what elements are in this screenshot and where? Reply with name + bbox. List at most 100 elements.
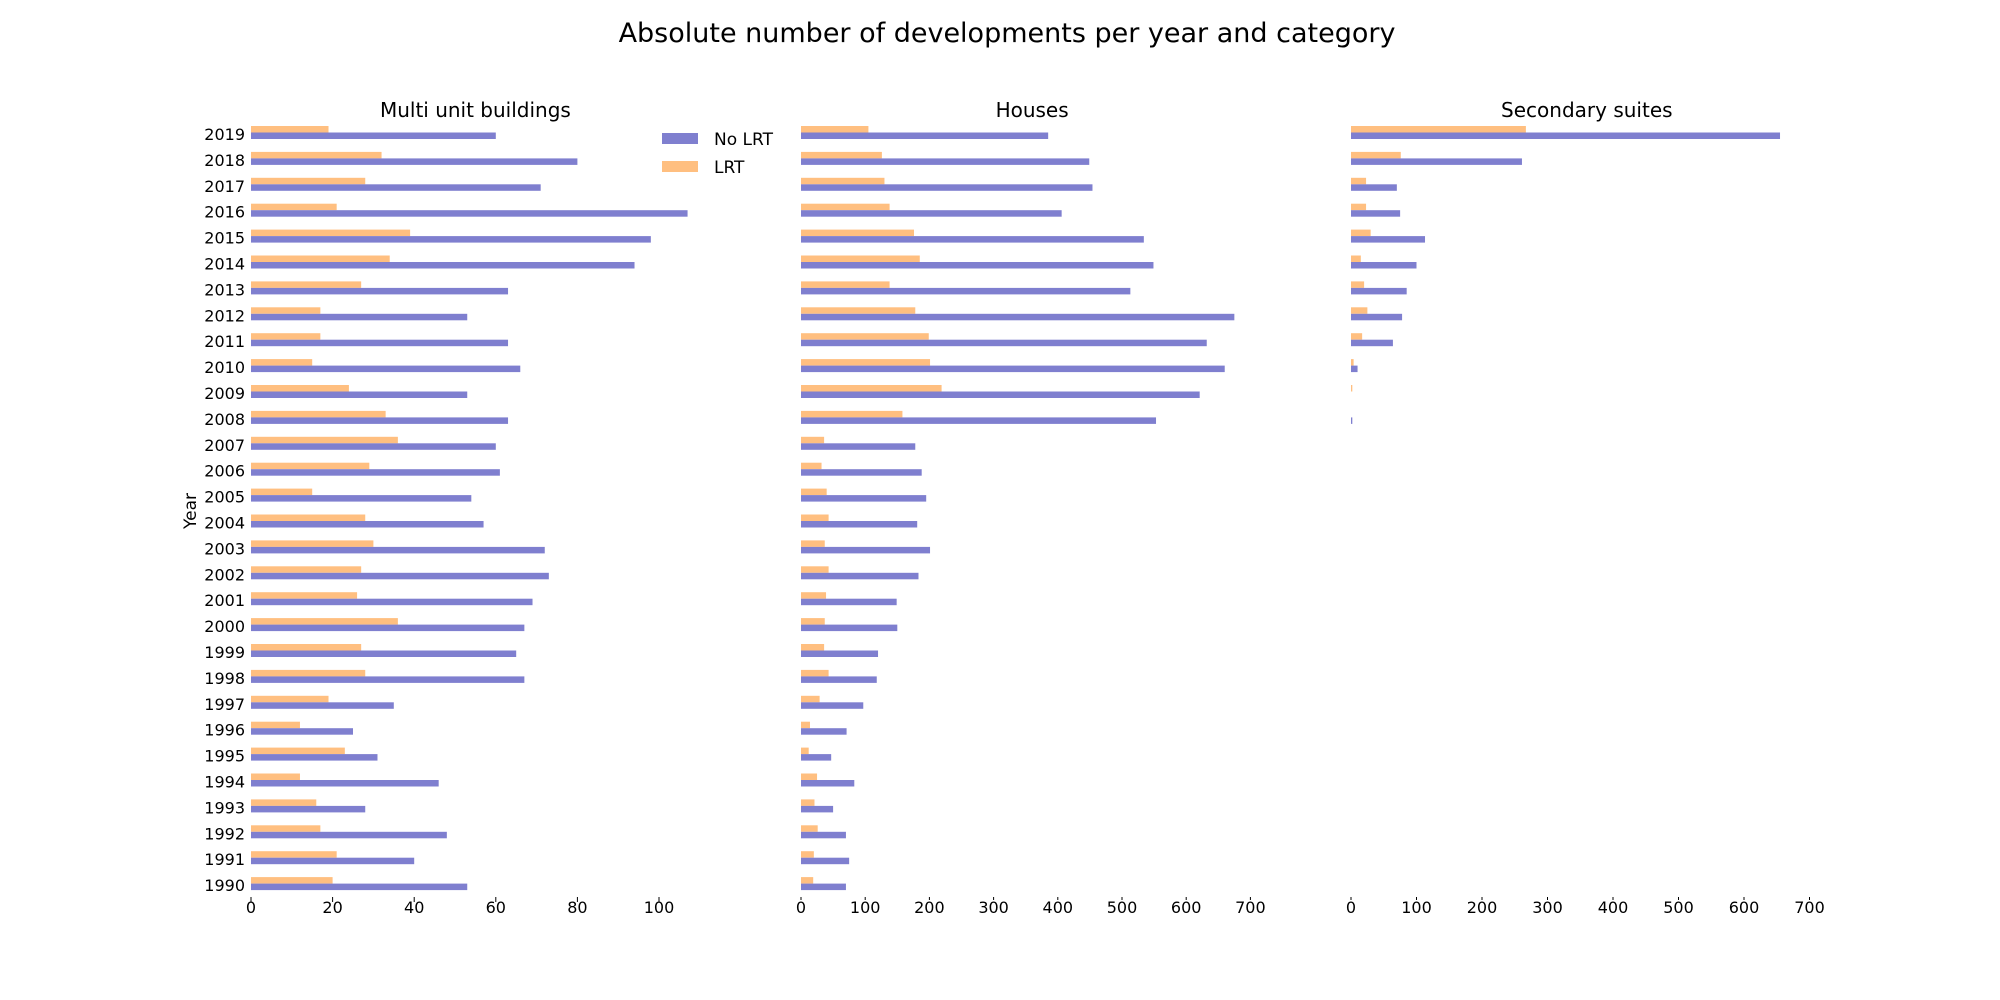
y-tick-label: 1992: [204, 824, 245, 843]
bar-no-lrt: [251, 728, 353, 735]
bar-lrt: [801, 385, 942, 392]
bar-no-lrt: [251, 754, 378, 761]
bar-no-lrt: [251, 676, 525, 683]
bar-lrt: [801, 462, 822, 470]
bar-lrt: [801, 203, 890, 211]
bar-lrt: [801, 644, 825, 651]
bar-no-lrt: [1351, 313, 1403, 321]
y-tick-label: 2016: [204, 203, 245, 222]
bar-lrt: [251, 721, 300, 729]
bar-lrt: [251, 799, 317, 806]
bar-lrt: [251, 488, 313, 496]
bar-lrt: [251, 436, 398, 444]
y-tick-label: 2002: [204, 565, 245, 584]
bar-lrt: [251, 229, 411, 237]
bar-lrt: [251, 255, 390, 262]
bar-lrt: [1351, 281, 1365, 288]
y-tick-label: 1993: [204, 798, 245, 817]
y-tick-label: 2009: [204, 384, 245, 403]
panel-title-multi-unit-buildings: Multi unit buildings: [380, 98, 571, 122]
bar-no-lrt: [251, 443, 496, 450]
bar-no-lrt: [801, 883, 846, 891]
y-tick-label: 1999: [204, 643, 245, 662]
bar-lrt: [251, 540, 374, 547]
bar-no-lrt: [1351, 339, 1393, 347]
bar-lrt: [801, 229, 914, 237]
bar-lrt: [801, 721, 810, 729]
bar-no-lrt: [251, 546, 545, 554]
x-tick-label: 700: [1235, 898, 1266, 917]
bar-no-lrt: [801, 598, 897, 606]
bar-no-lrt: [801, 805, 834, 813]
bar-no-lrt: [801, 624, 898, 632]
legend: No LRT LRT: [662, 130, 774, 178]
bar-no-lrt: [801, 546, 931, 554]
bar-no-lrt: [251, 572, 549, 580]
bar-lrt: [801, 151, 882, 159]
bar-no-lrt: [801, 469, 922, 476]
legend-label-no-lrt: No LRT: [714, 130, 774, 150]
x-tick-label: 80: [567, 898, 587, 917]
bar-no-lrt: [251, 391, 468, 398]
bar-lrt: [801, 825, 818, 832]
bar-no-lrt: [801, 754, 832, 761]
bar-lrt: [801, 307, 916, 314]
x-tick-label: 20: [322, 898, 342, 917]
bar-no-lrt: [251, 883, 468, 891]
bar-lrt: [801, 851, 814, 858]
y-tick-label: 2017: [204, 177, 245, 196]
y-tick-label: 2013: [204, 280, 245, 299]
x-tick-label: 300: [978, 898, 1009, 917]
bar-no-lrt: [801, 132, 1049, 139]
y-tick-label: 1997: [204, 695, 245, 714]
bar-lrt: [251, 126, 329, 133]
bar-lrt: [251, 385, 349, 392]
bar-no-lrt: [1351, 132, 1781, 139]
bar-no-lrt: [251, 184, 541, 191]
bar-no-lrt: [801, 831, 846, 839]
y-tick-label: 2004: [204, 514, 245, 533]
bar-no-lrt: [251, 417, 509, 424]
x-tick-label: 400: [1598, 898, 1629, 917]
bar-lrt: [801, 126, 869, 133]
y-tick-label: 2003: [204, 539, 245, 558]
bar-no-lrt: [801, 184, 1093, 191]
bar-lrt: [801, 747, 809, 755]
bar-lrt: [801, 592, 827, 599]
bar-lrt: [801, 281, 890, 288]
bar-no-lrt: [251, 236, 651, 243]
bar-lrt: [251, 618, 398, 625]
bar-lrt: [801, 877, 814, 884]
y-axis-label: Year: [181, 493, 201, 530]
y-tick-label: 2010: [204, 358, 245, 377]
bar-no-lrt: [251, 495, 472, 502]
bar-no-lrt: [801, 728, 847, 735]
bar-lrt: [251, 773, 300, 780]
y-tick-label: 1995: [204, 747, 245, 766]
x-tick-label: 500: [1107, 898, 1138, 917]
bar-no-lrt: [1351, 158, 1522, 165]
bar-lrt: [801, 618, 825, 625]
bar-no-lrt: [251, 857, 415, 865]
bar-no-lrt: [801, 391, 1200, 398]
bar-lrt: [251, 877, 333, 884]
bar-no-lrt: [251, 262, 635, 269]
bar-lrt: [251, 566, 362, 573]
bar-no-lrt: [251, 805, 366, 813]
panel-multi-unit-buildings: Multi unit buildings 2019 2018 2017 2016 2015…: [204, 98, 688, 917]
bar-lrt: [801, 255, 920, 262]
x-tick-label: 300: [1532, 898, 1563, 917]
bar-no-lrt: [251, 831, 447, 839]
bar-lrt: [251, 825, 321, 832]
bar-no-lrt: [251, 339, 509, 347]
panel-secondary-suites: Secondary suites 0 100 200 300 400 500 600 700: [1346, 98, 1825, 917]
bar-no-lrt: [801, 780, 855, 787]
bar-no-lrt: [251, 365, 521, 373]
bar-no-lrt: [251, 210, 688, 217]
bar-lrt: [251, 695, 329, 703]
x-tick-label: 200: [1467, 898, 1498, 917]
bar-lrt: [251, 177, 366, 185]
y-tick-label: 1996: [204, 721, 245, 740]
bar-no-lrt: [251, 598, 533, 606]
bar-lrt: [251, 747, 345, 755]
